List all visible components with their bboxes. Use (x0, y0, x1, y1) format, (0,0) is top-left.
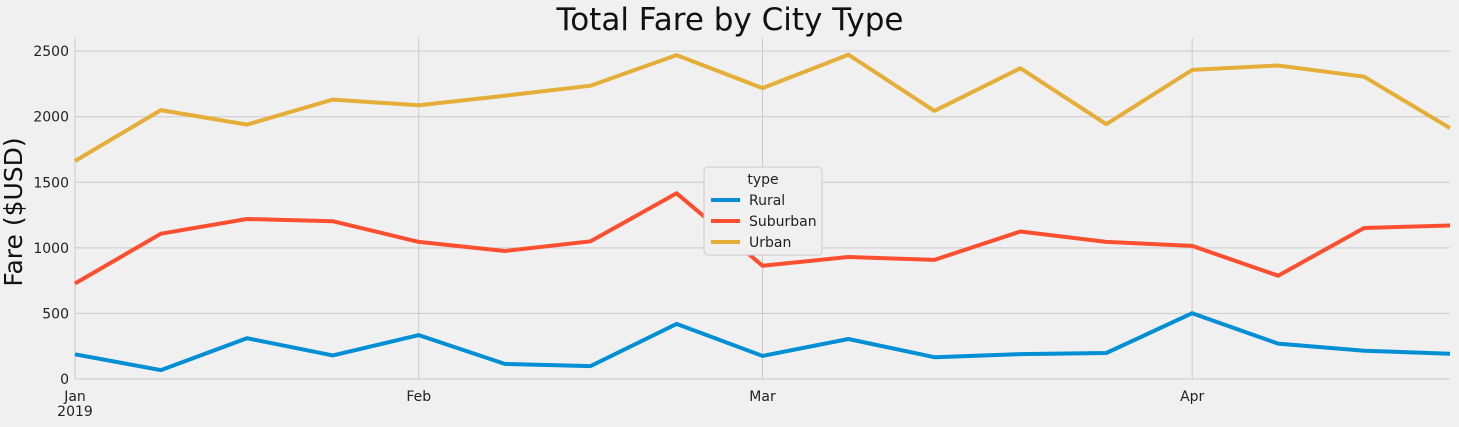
legend-label-suburban: Suburban (749, 214, 817, 230)
y-tick-label: 500 (42, 306, 69, 322)
x-tick-sublabel: 2019 (57, 404, 93, 420)
chart-title: Total Fare by City Type (556, 2, 904, 38)
y-tick-label: 1000 (33, 241, 69, 257)
x-tick-label: Feb (406, 389, 431, 405)
y-tick-label: 2000 (33, 110, 69, 126)
series-lines (73, 52, 1452, 373)
y-tick-label: 2500 (33, 44, 69, 60)
x-tick-label: Mar (749, 389, 776, 405)
legend-label-urban: Urban (749, 235, 791, 251)
series-line-rural (74, 311, 1451, 373)
legend: type Rural Suburban Urban (703, 166, 823, 256)
legend-label-rural: Rural (749, 193, 785, 209)
legend-title: type (747, 172, 778, 188)
legend-box (703, 166, 823, 256)
series-line-suburban (73, 191, 1451, 286)
y-axis-label: Fare ($USD) (0, 137, 28, 286)
x-tick-label: Apr (1180, 389, 1204, 405)
y-tick-label: 0 (60, 372, 69, 388)
y-tick-label: 1500 (33, 175, 69, 191)
series-line-urban (73, 52, 1452, 163)
x-tick-label: Jan (63, 389, 86, 405)
